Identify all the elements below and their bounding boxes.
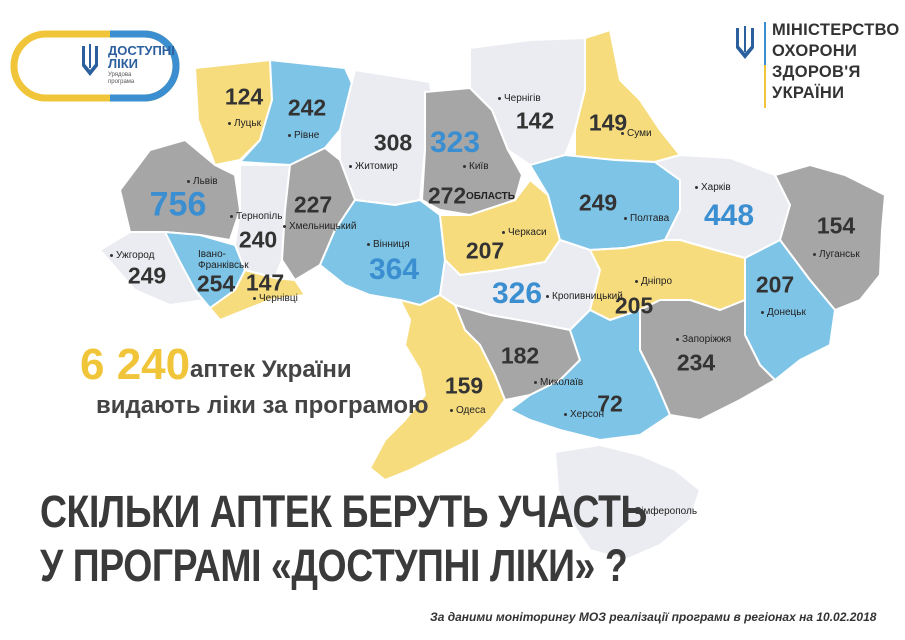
city-label: Чернівці: [253, 293, 298, 304]
region-value: 326: [491, 277, 543, 310]
ministry-trident-icon: [736, 26, 754, 59]
region-sumy: [574, 29, 681, 163]
city-label: Тернопіль: [230, 211, 282, 222]
region-value: 323: [429, 126, 481, 159]
city-label: Сімферополь: [628, 506, 697, 517]
ministry-line3: ЗДОРОВ'Я: [772, 63, 861, 81]
city-label: Житомир: [349, 161, 398, 172]
region-crimea: [554, 444, 701, 561]
city-label: Рівне: [288, 130, 319, 141]
city-label: Запоріжжя: [676, 334, 731, 345]
city-label: Ужгород: [110, 250, 154, 261]
region-luhansk: [774, 164, 886, 311]
region-value: 448: [703, 199, 755, 232]
city-label: Луганськ: [813, 249, 860, 260]
program-sub1: Урядова: [108, 72, 132, 78]
region-value: 249: [127, 262, 167, 289]
region-value: 756: [149, 185, 207, 224]
program-name: ДОСТУПНІ ЛІКИ: [108, 44, 175, 70]
program-sub2: програма: [108, 79, 135, 85]
city-label: Суми: [621, 128, 652, 139]
ministry-divider: [764, 22, 766, 108]
city-label: Херсон: [564, 409, 604, 420]
region-value: 124: [224, 83, 264, 110]
total-text-line2: видають ліки за програмою: [96, 392, 429, 419]
region-value: 142: [515, 107, 555, 134]
city-label: Черкаси: [502, 227, 547, 238]
program-logo: [10, 30, 180, 102]
city-label: Чернігів: [498, 93, 541, 104]
city-label: Одеса: [450, 405, 486, 416]
program-name-line1: ДОСТУПНІ: [108, 43, 175, 58]
region-value: 147: [245, 269, 285, 296]
region-value: 182: [500, 342, 540, 369]
ministry-line4: УКРАЇНИ: [772, 84, 845, 102]
trident-icon: [82, 44, 98, 76]
headline-line2: У ПРОГРАМІ «ДОСТУПНІ ЛІКИ» ?: [40, 540, 628, 591]
city-label: Миколаїв: [534, 377, 583, 388]
ministry-line1: МІНІСТЕРСТВО: [772, 21, 900, 39]
region-value: 242: [287, 94, 327, 121]
total-count: 6 240: [80, 340, 191, 389]
region-value: 272: [427, 182, 467, 209]
region-value: 207: [465, 237, 505, 264]
region-value: 364: [368, 253, 420, 286]
region-value: 234: [676, 349, 716, 376]
city-label: Дніпро: [635, 276, 672, 287]
city-label: Луцьк: [228, 118, 261, 129]
city-label: Київ: [463, 161, 489, 172]
ministry-line2: ОХОРОНИ: [772, 42, 858, 60]
city-label: Донецьк: [761, 307, 806, 318]
region-value: 207: [755, 271, 795, 298]
region-value: 254: [196, 270, 236, 297]
region-value: 240: [238, 226, 278, 253]
city-label: Івано-Франківськ: [198, 249, 249, 271]
city-label: Кропивницький: [546, 291, 623, 302]
region-value: 249: [578, 189, 618, 216]
total-text-line1: аптек України: [190, 356, 352, 383]
city-label: Хмельницький: [283, 221, 356, 232]
program-subtitle: Урядова програма: [108, 72, 134, 86]
city-label: Львів: [187, 176, 218, 187]
region-value: 159: [444, 372, 484, 399]
region-value: 227: [293, 191, 333, 218]
source-note: За даними моніторингу МОЗ реалізації про…: [430, 610, 877, 624]
headline-line1: СКІЛЬКИ АПТЕК БЕРУТЬ УЧАСТЬ: [40, 486, 647, 537]
city-label: Харків: [695, 182, 731, 193]
ministry-name: МІНІСТЕРСТВО ОХОРОНИ ЗДОРОВ'Я УКРАЇНИ: [772, 20, 900, 104]
region-value: 154: [816, 212, 856, 239]
region-odesa: [369, 294, 506, 481]
city-label: Полтава: [624, 213, 669, 224]
city-label: Вінниця: [367, 239, 410, 250]
program-name-line2: ЛІКИ: [108, 56, 139, 71]
region-value: 308: [373, 129, 413, 156]
city-label: ОБЛАСТЬ: [466, 191, 515, 202]
